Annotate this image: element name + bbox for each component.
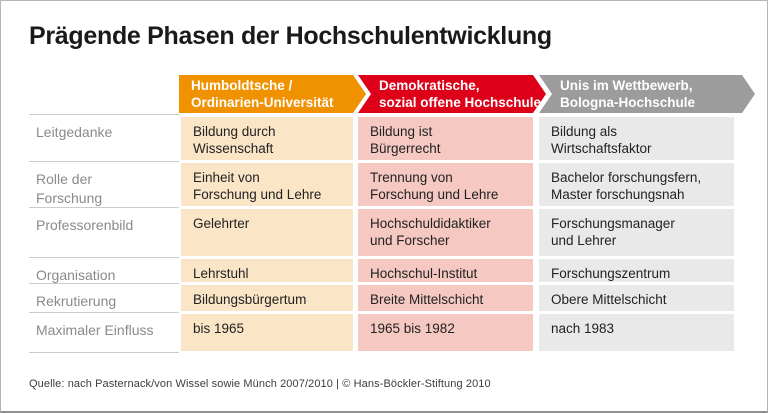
table-cell: Bachelor forschungsfern, Master forschun… (539, 163, 734, 206)
row-label-professorenbild: Professorenbild (29, 208, 179, 258)
table-cell: Trennung von Forschung und Lehre (358, 163, 533, 206)
table-cell: Bildung durch Wissenschaft (181, 117, 353, 160)
phase-arrow-humboldt: Humboldtsche / Ordinarien-Universität (179, 75, 366, 113)
table-cell: Hochschul-Institut (358, 259, 533, 282)
table-cell: Bildung als Wirtschaftsfaktor (539, 117, 734, 160)
table-cell: Gelehrter (181, 209, 353, 256)
source-note: Quelle: nach Pasternack/von Wissel sowie… (29, 378, 491, 390)
row-label-rolle-der-forschung: Rolle der Forschung (29, 162, 179, 208)
row-label-maximaler-einfluss: Maximaler Einfluss (29, 313, 179, 353)
phase-column-wettbewerb: Bildung als Wirtschaftsfaktor Bachelor f… (539, 117, 734, 354)
phase-arrow-wettbewerb-label: Unis im Wettbewerb, Bologna-Hochschule (560, 78, 696, 110)
row-label-column: Leitgedanke Rolle der Forschung Professo… (29, 114, 179, 353)
table-cell: Breite Mittelschicht (358, 285, 533, 311)
table-cell: Forschungszentrum (539, 259, 734, 282)
table-cell: bis 1965 (181, 314, 353, 351)
table-cell: Einheit von Forschung und Lehre (181, 163, 353, 206)
row-label-rekrutierung: Rekrutierung (29, 284, 179, 313)
phase-arrow-humboldt-label: Humboldtsche / Ordinarien-Universität (191, 78, 334, 110)
table-cell: Bildungsbürgertum (181, 285, 353, 311)
phase-arrow-demokratisch: Demokratische, sozial offene Hochschule (358, 75, 546, 113)
phase-column-demokratisch: Bildung ist Bürgerrecht Trennung von For… (358, 117, 533, 354)
table-cell: Obere Mittelschicht (539, 285, 734, 311)
table-cell: Bildung ist Bürgerrecht (358, 117, 533, 160)
table-cell: Hochschuldidaktiker und Forscher (358, 209, 533, 256)
phase-arrow-demokratisch-label: Demokratische, sozial offene Hochschule (379, 78, 542, 110)
table-cell: 1965 bis 1982 (358, 314, 533, 351)
row-label-organisation: Organisation (29, 258, 179, 284)
phase-column-humboldt: Bildung durch Wissenschaft Einheit von F… (181, 117, 353, 354)
row-label-leitgedanke: Leitgedanke (29, 115, 179, 162)
table-cell: nach 1983 (539, 314, 734, 351)
table-cell: Forschungsmanager und Lehrer (539, 209, 734, 256)
phase-arrow-wettbewerb: Unis im Wettbewerb, Bologna-Hochschule (539, 75, 755, 113)
page-title: Prägende Phasen der Hochschulentwicklung (29, 22, 552, 50)
table-cell: Lehrstuhl (181, 259, 353, 282)
